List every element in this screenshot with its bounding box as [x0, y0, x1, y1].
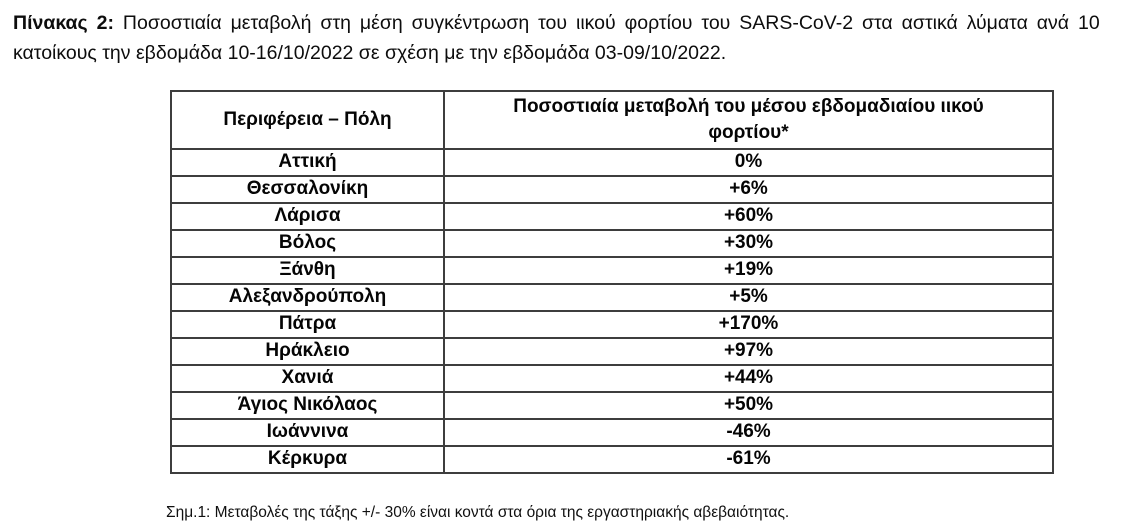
- region-cell: Λάρισα: [170, 202, 445, 231]
- change-cell: +170%: [443, 310, 1054, 339]
- header-region-city: Περιφέρεια – Πόλη: [170, 90, 445, 150]
- caption-line-2: κατοίκους την εβδομάδα 10-16/10/2022 σε …: [13, 42, 727, 64]
- change-cell: +97%: [443, 337, 1054, 366]
- change-cell: +50%: [443, 391, 1054, 420]
- table-row: Αττική 0%: [170, 148, 1054, 177]
- change-cell: +44%: [443, 364, 1054, 393]
- table-caption: Πίνακας 2: Ποσοστιαία μεταβολή στη μέση …: [13, 8, 1145, 68]
- change-cell: -46%: [443, 418, 1054, 447]
- table-row: Βόλος +30%: [170, 229, 1054, 258]
- viral-load-table: Περιφέρεια – Πόλη Ποσοστιαία μεταβολή το…: [170, 90, 1054, 474]
- region-cell: Ηράκλειο: [170, 337, 445, 366]
- table-row: Θεσσαλονίκη +6%: [170, 175, 1054, 204]
- table-header-row: Περιφέρεια – Πόλη Ποσοστιαία μεταβολή το…: [170, 90, 1054, 150]
- header-percent-change-line-1: Ποσοστιαία μεταβολή του μέσου εβδομαδιαί…: [513, 96, 984, 117]
- caption-bold-label: Πίνακας 2:: [13, 12, 114, 34]
- change-cell: -61%: [443, 445, 1054, 474]
- table-row: Άγιος Νικόλαος +50%: [170, 391, 1054, 420]
- table-row: Πάτρα +170%: [170, 310, 1054, 339]
- table-row: Κέρκυρα -61%: [170, 445, 1054, 474]
- change-cell: +5%: [443, 283, 1054, 312]
- table-body: Αττική 0% Θεσσαλονίκη +6% Λάρισα +60% Βόλος +30…: [170, 148, 1054, 474]
- region-cell: Ξάνθη: [170, 256, 445, 285]
- region-cell: Βόλος: [170, 229, 445, 258]
- caption-line-1: Πίνακας 2: Ποσοστιαία μεταβολή στη μέση …: [13, 8, 1145, 38]
- change-cell: +6%: [443, 175, 1054, 204]
- region-cell: Χανιά: [170, 364, 445, 393]
- table-row: Λάρισα +60%: [170, 202, 1054, 231]
- header-percent-change-line-2: φορτίου*: [708, 122, 789, 143]
- change-cell: +19%: [443, 256, 1054, 285]
- region-cell: Άγιος Νικόλαος: [170, 391, 445, 420]
- change-cell: +60%: [443, 202, 1054, 231]
- region-cell: Θεσσαλονίκη: [170, 175, 445, 204]
- header-percent-change: Ποσοστιαία μεταβολή του μέσου εβδομαδιαί…: [443, 90, 1054, 150]
- table-row: Χανιά +44%: [170, 364, 1054, 393]
- data-table-container: Περιφέρεια – Πόλη Ποσοστιαία μεταβολή το…: [170, 90, 1054, 474]
- change-cell: +30%: [443, 229, 1054, 258]
- table-row: Ηράκλειο +97%: [170, 337, 1054, 366]
- table-row: Ξάνθη +19%: [170, 256, 1054, 285]
- change-cell: 0%: [443, 148, 1054, 177]
- region-cell: Ιωάννινα: [170, 418, 445, 447]
- region-cell: Αλεξανδρούπολη: [170, 283, 445, 312]
- region-cell: Πάτρα: [170, 310, 445, 339]
- table-row: Ιωάννινα -46%: [170, 418, 1054, 447]
- region-cell: Αττική: [170, 148, 445, 177]
- table-row: Αλεξανδρούπολη +5%: [170, 283, 1054, 312]
- footnote: Σημ.1: Μεταβολές της τάξης +/- 30% είναι…: [166, 504, 790, 521]
- region-cell: Κέρκυρα: [170, 445, 445, 474]
- caption-line-1-text: Ποσοστιαία μεταβολή στη μέση συγκέντρωση…: [122, 12, 1100, 34]
